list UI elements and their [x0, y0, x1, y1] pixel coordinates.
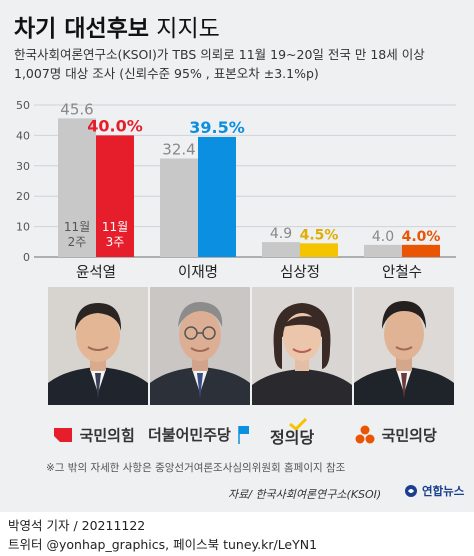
yonhap-logo-icon	[405, 485, 417, 497]
y-tick-label: 0	[23, 251, 30, 264]
party-name-3: 정의당	[270, 428, 315, 447]
page-title: 차기 대선후보 지지도	[14, 9, 220, 43]
y-tick-label: 50	[16, 99, 30, 112]
legend-current-line2: 3주	[106, 235, 125, 249]
legend-current-line1: 11월	[102, 220, 128, 234]
legend-prev-line2: 2주	[68, 235, 87, 249]
credit-reporter: 박영석 기자 / 20211122	[8, 518, 146, 533]
bar-current-3	[402, 244, 440, 257]
data-label-current: 4.0%	[402, 229, 441, 245]
data-label-current: 40.0%	[87, 116, 143, 135]
credit-social: 트위터 @yonhap_graphics, 페이스북 tuney.kr/LeYN…	[8, 537, 318, 552]
bar-chart: 0 10 20 30 40 50 45.640.0% 윤석열 32.4 39.5% 이재명 4.9 4.…	[16, 99, 456, 281]
bar-prev-1	[160, 158, 198, 257]
data-label-prev: 4.0	[372, 229, 394, 245]
bar-current-2	[300, 243, 338, 257]
bar-prev-2	[262, 242, 300, 257]
category-label: 안철수	[382, 264, 422, 281]
title-light: 지지도	[156, 16, 220, 42]
bar-current-0	[96, 135, 134, 257]
data-label-current: 4.5%	[300, 227, 339, 243]
bar-prev-0	[58, 118, 96, 257]
agency-name: 연합뉴스	[422, 484, 465, 498]
portrait-candidate-2	[150, 287, 250, 405]
y-tick-label: 10	[16, 221, 30, 234]
party-logo-1: 국민의힘	[52, 424, 135, 452]
portrait-candidate-1	[48, 287, 148, 405]
title-bold: 차기 대선후보	[14, 16, 149, 42]
bar-prev-3	[364, 244, 402, 257]
party-name-4: 국민의당	[381, 426, 437, 445]
data-label-prev: 4.9	[270, 226, 292, 242]
data-label-prev: 45.6	[60, 100, 93, 118]
portrait-candidate-4	[354, 287, 454, 405]
agency-logo: 연합뉴스	[404, 483, 464, 499]
party-logo-4: 국민의당	[354, 424, 437, 452]
category-label: 이재명	[178, 264, 218, 281]
data-label-current: 39.5%	[189, 118, 245, 137]
party-name-1: 국민의힘	[79, 426, 135, 445]
flag-icon	[238, 426, 250, 444]
y-tick-label: 20	[16, 190, 30, 203]
party-name-2: 더불어민주당	[148, 426, 231, 444]
peoples-party-mark-icon	[355, 425, 375, 444]
subtitle-line-1: 한국사회여론연구소(KSOI)가 TBS 의뢰로 11월 19~20일 전국 만…	[14, 47, 425, 62]
source-note: 자료/ 한국사회여론연구소(KSOI)	[228, 488, 382, 501]
y-tick-label: 40	[16, 129, 30, 142]
people-power-mark-icon	[54, 428, 72, 442]
category-label: 심상정	[280, 264, 320, 281]
party-logo-3: 정의당	[270, 418, 315, 452]
legend-prev-line1: 11월	[64, 220, 90, 234]
bar-current-1	[198, 136, 236, 257]
y-tick-label: 30	[16, 160, 30, 173]
subtitle-line-2: 1,007명 대상 조사 (신뢰수준 95% , 표본오차 ±3.1%p)	[14, 66, 319, 81]
footnote: ※그 밖의 자세한 사항은 중앙선거여론조사심의위원회 홈페이지 참조	[46, 462, 346, 474]
portrait-candidate-3	[252, 287, 352, 405]
category-label: 윤석열	[76, 264, 116, 281]
party-logo-2: 더불어민주당	[148, 424, 251, 452]
data-label-prev: 32.4	[162, 141, 195, 159]
check-mark-icon	[289, 418, 308, 430]
